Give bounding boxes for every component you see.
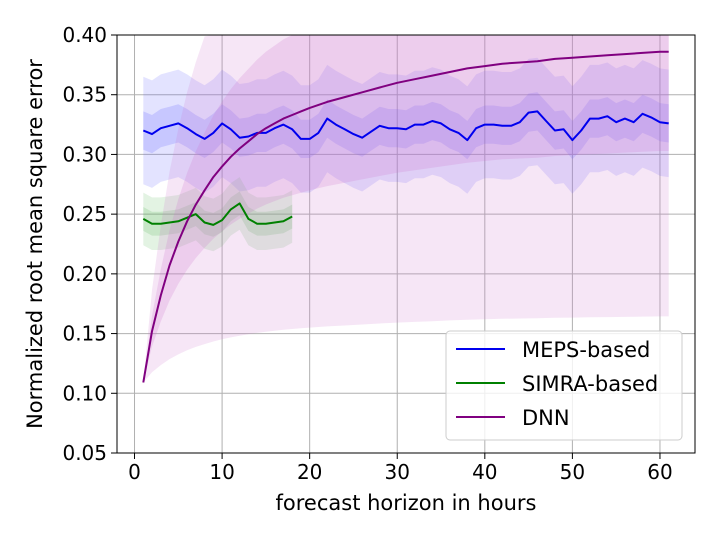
x-tick-label: 30: [385, 460, 410, 484]
meps-based-inner-band: [143, 92, 669, 160]
dnn-inner-band: [143, 35, 669, 383]
error-bands: [143, 35, 669, 383]
y-tick-label: 0.15: [62, 322, 107, 346]
y-axis-label: Normalized root mean square error: [23, 59, 47, 429]
y-tick-label: 0.40: [62, 23, 107, 47]
meps-based-outer-band: [143, 57, 669, 194]
y-tick-label: 0.10: [62, 381, 107, 405]
simra-based-line: [142, 202, 293, 226]
y-tick-label: 0.30: [62, 142, 107, 166]
y-tick-label: 0.20: [62, 262, 107, 286]
axis-ticks: 0 10 20 30 40 50 60 0.05 0.10 0.15 0.20 0.25 0.30 0.3…: [62, 23, 672, 484]
x-tick-label: 50: [560, 460, 585, 484]
dnn-line: [142, 50, 669, 383]
dnn-outer-band: [143, 35, 669, 383]
legend-label-simra: SIMRA-based: [522, 372, 658, 396]
x-tick-label: 20: [297, 460, 322, 484]
plot-frame: [116, 34, 696, 454]
simra-based-outer-band: [143, 177, 293, 252]
legend-label-meps: MEPS-based: [522, 338, 650, 362]
meps-based-line: [142, 110, 669, 142]
y-tick-label: 0.05: [62, 441, 107, 465]
y-tick-label: 0.35: [62, 83, 107, 107]
x-tick-label: 10: [209, 460, 234, 484]
simra-based-inner-band: [143, 191, 293, 237]
legend: MEPS-based SIMRA-based DNN: [445, 330, 683, 441]
x-tick-label: 40: [472, 460, 497, 484]
x-axis-label: forecast horizon in hours: [276, 491, 537, 515]
x-tick-label: 0: [128, 460, 141, 484]
legend-label-dnn: DNN: [522, 406, 570, 430]
x-tick-label: 60: [647, 460, 672, 484]
legend-box: [445, 330, 683, 441]
series-lines: [142, 50, 669, 383]
y-tick-label: 0.25: [62, 202, 107, 226]
